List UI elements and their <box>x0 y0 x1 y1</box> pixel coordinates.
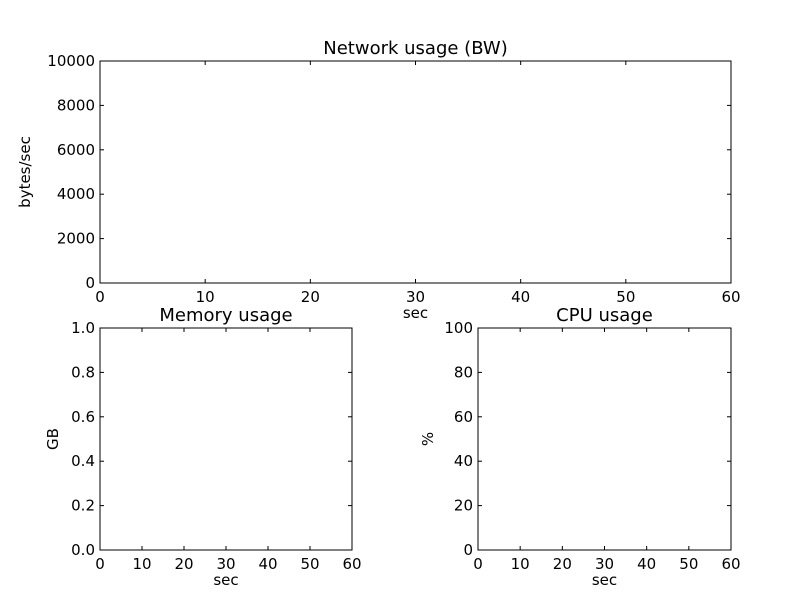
cpu-y-tick-label: 40 <box>454 452 473 470</box>
network-x-tick-label: 10 <box>196 288 215 306</box>
network-chart-title: Network usage (BW) <box>323 38 507 59</box>
memory-x-tick-label: 50 <box>300 555 319 573</box>
memory-y-tick-label: 0.8 <box>71 363 95 381</box>
network-y-tick-label: 0 <box>85 274 95 292</box>
memory-x-tick-label: 30 <box>216 555 235 573</box>
memory-chart-title: Memory usage <box>159 305 292 326</box>
cpu-y-tick-label: 0 <box>463 541 473 559</box>
network-x-tick-label: 20 <box>301 288 320 306</box>
cpu-x-tick-label: 30 <box>595 555 614 573</box>
memory-x-tick-label: 0 <box>95 555 105 573</box>
memory-y-tick-label: 0.2 <box>71 497 95 515</box>
memory-y-tick-label: 0.0 <box>71 541 95 559</box>
cpu-y-axis-label: % <box>419 432 437 446</box>
network-x-tick-label: 0 <box>95 288 105 306</box>
cpu-x-tick-label: 20 <box>553 555 572 573</box>
network-x-tick-label: 40 <box>511 288 530 306</box>
memory-y-tick-label: 0.6 <box>71 408 95 426</box>
network-x-tick-label: 30 <box>406 288 425 306</box>
network-y-tick-label: 10000 <box>47 52 95 70</box>
memory-usage-panel: 0 10 20 30 40 50 60 0.0 0.2 0.4 0.6 0.8 1.0 Memory us… <box>44 305 362 589</box>
cpu-x-tick-label: 40 <box>637 555 656 573</box>
cpu-x-tick-label: 10 <box>511 555 530 573</box>
network-y-tick-label: 8000 <box>57 96 95 114</box>
cpu-axes-frame <box>477 327 732 551</box>
memory-x-tick-label: 10 <box>132 555 151 573</box>
memory-x-axis-label: sec <box>213 571 238 589</box>
cpu-x-axis-label: sec <box>592 571 617 589</box>
network-y-axis-label: bytes/sec <box>16 136 34 208</box>
memory-x-tick-label: 20 <box>174 555 193 573</box>
cpu-y-tick-label: 20 <box>454 497 473 515</box>
memory-y-tick-label: 1.0 <box>71 319 95 337</box>
cpu-x-tick-label: 50 <box>679 555 698 573</box>
memory-x-tick-label: 60 <box>342 555 361 573</box>
cpu-y-tick-label: 100 <box>444 319 473 337</box>
memory-x-tick-label: 40 <box>258 555 277 573</box>
memory-axes-frame <box>99 327 353 551</box>
cpu-x-tick-label: 60 <box>721 555 740 573</box>
network-y-tick-label: 2000 <box>57 230 95 248</box>
cpu-usage-panel: 0 10 20 30 40 50 60 0 20 40 60 80 100 CPU usage sec% <box>419 305 741 589</box>
network-y-tick-label: 4000 <box>57 185 95 203</box>
network-x-tick-label: 50 <box>616 288 635 306</box>
cpu-y-tick-label: 80 <box>454 363 473 381</box>
cpu-y-tick-label: 60 <box>454 408 473 426</box>
network-y-tick-label: 6000 <box>57 141 95 159</box>
memory-y-tick-label: 0.4 <box>71 452 95 470</box>
network-x-axis-label: sec <box>403 304 428 322</box>
cpu-x-tick-label: 0 <box>473 555 483 573</box>
network-usage-panel: 0 10 20 30 40 50 60 0 2000 4000 6000 8000 10000 Netwo… <box>16 38 741 322</box>
network-x-tick-label: 60 <box>721 288 740 306</box>
memory-y-axis-label: GB <box>44 428 62 450</box>
cpu-chart-title: CPU usage <box>556 305 653 326</box>
network-axes-frame <box>99 60 732 284</box>
